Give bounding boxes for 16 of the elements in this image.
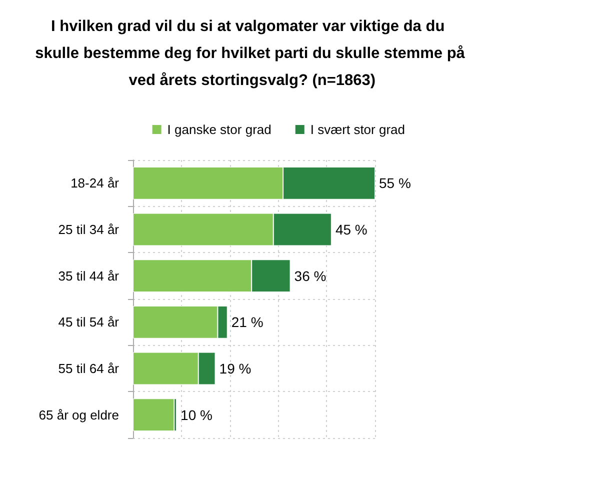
y-tick-label: 55 til 64 år: [58, 361, 120, 376]
annotation: 21 %: [231, 314, 264, 330]
legend-label: I svært stor grad: [310, 122, 406, 137]
annotation: 55 %: [379, 175, 411, 192]
annotation: 45 %: [335, 222, 368, 238]
annotation: 36 %: [294, 268, 326, 284]
legend-label: I ganske stor grad: [167, 122, 272, 137]
y-tick-label: 35 til 44 år: [58, 268, 120, 284]
y-tick-label: 25 til 34 år: [58, 222, 120, 237]
y-tick-label: 65 år og eldre: [38, 407, 119, 422]
y-tick-label: 45 til 54 år: [58, 314, 120, 330]
y-tick-label: 18-24 år: [70, 176, 120, 191]
annotation: 10 %: [180, 406, 212, 423]
bar: [133, 398, 174, 432]
chart-title: I hvilken grad vil du si at valgomater var viktige da du skulle bestemme deg for hvilket parti du skulle stemme på ved årets stortingsvalg? (n=1863): [35, 18, 466, 89]
annotation: 19 %: [219, 360, 252, 376]
